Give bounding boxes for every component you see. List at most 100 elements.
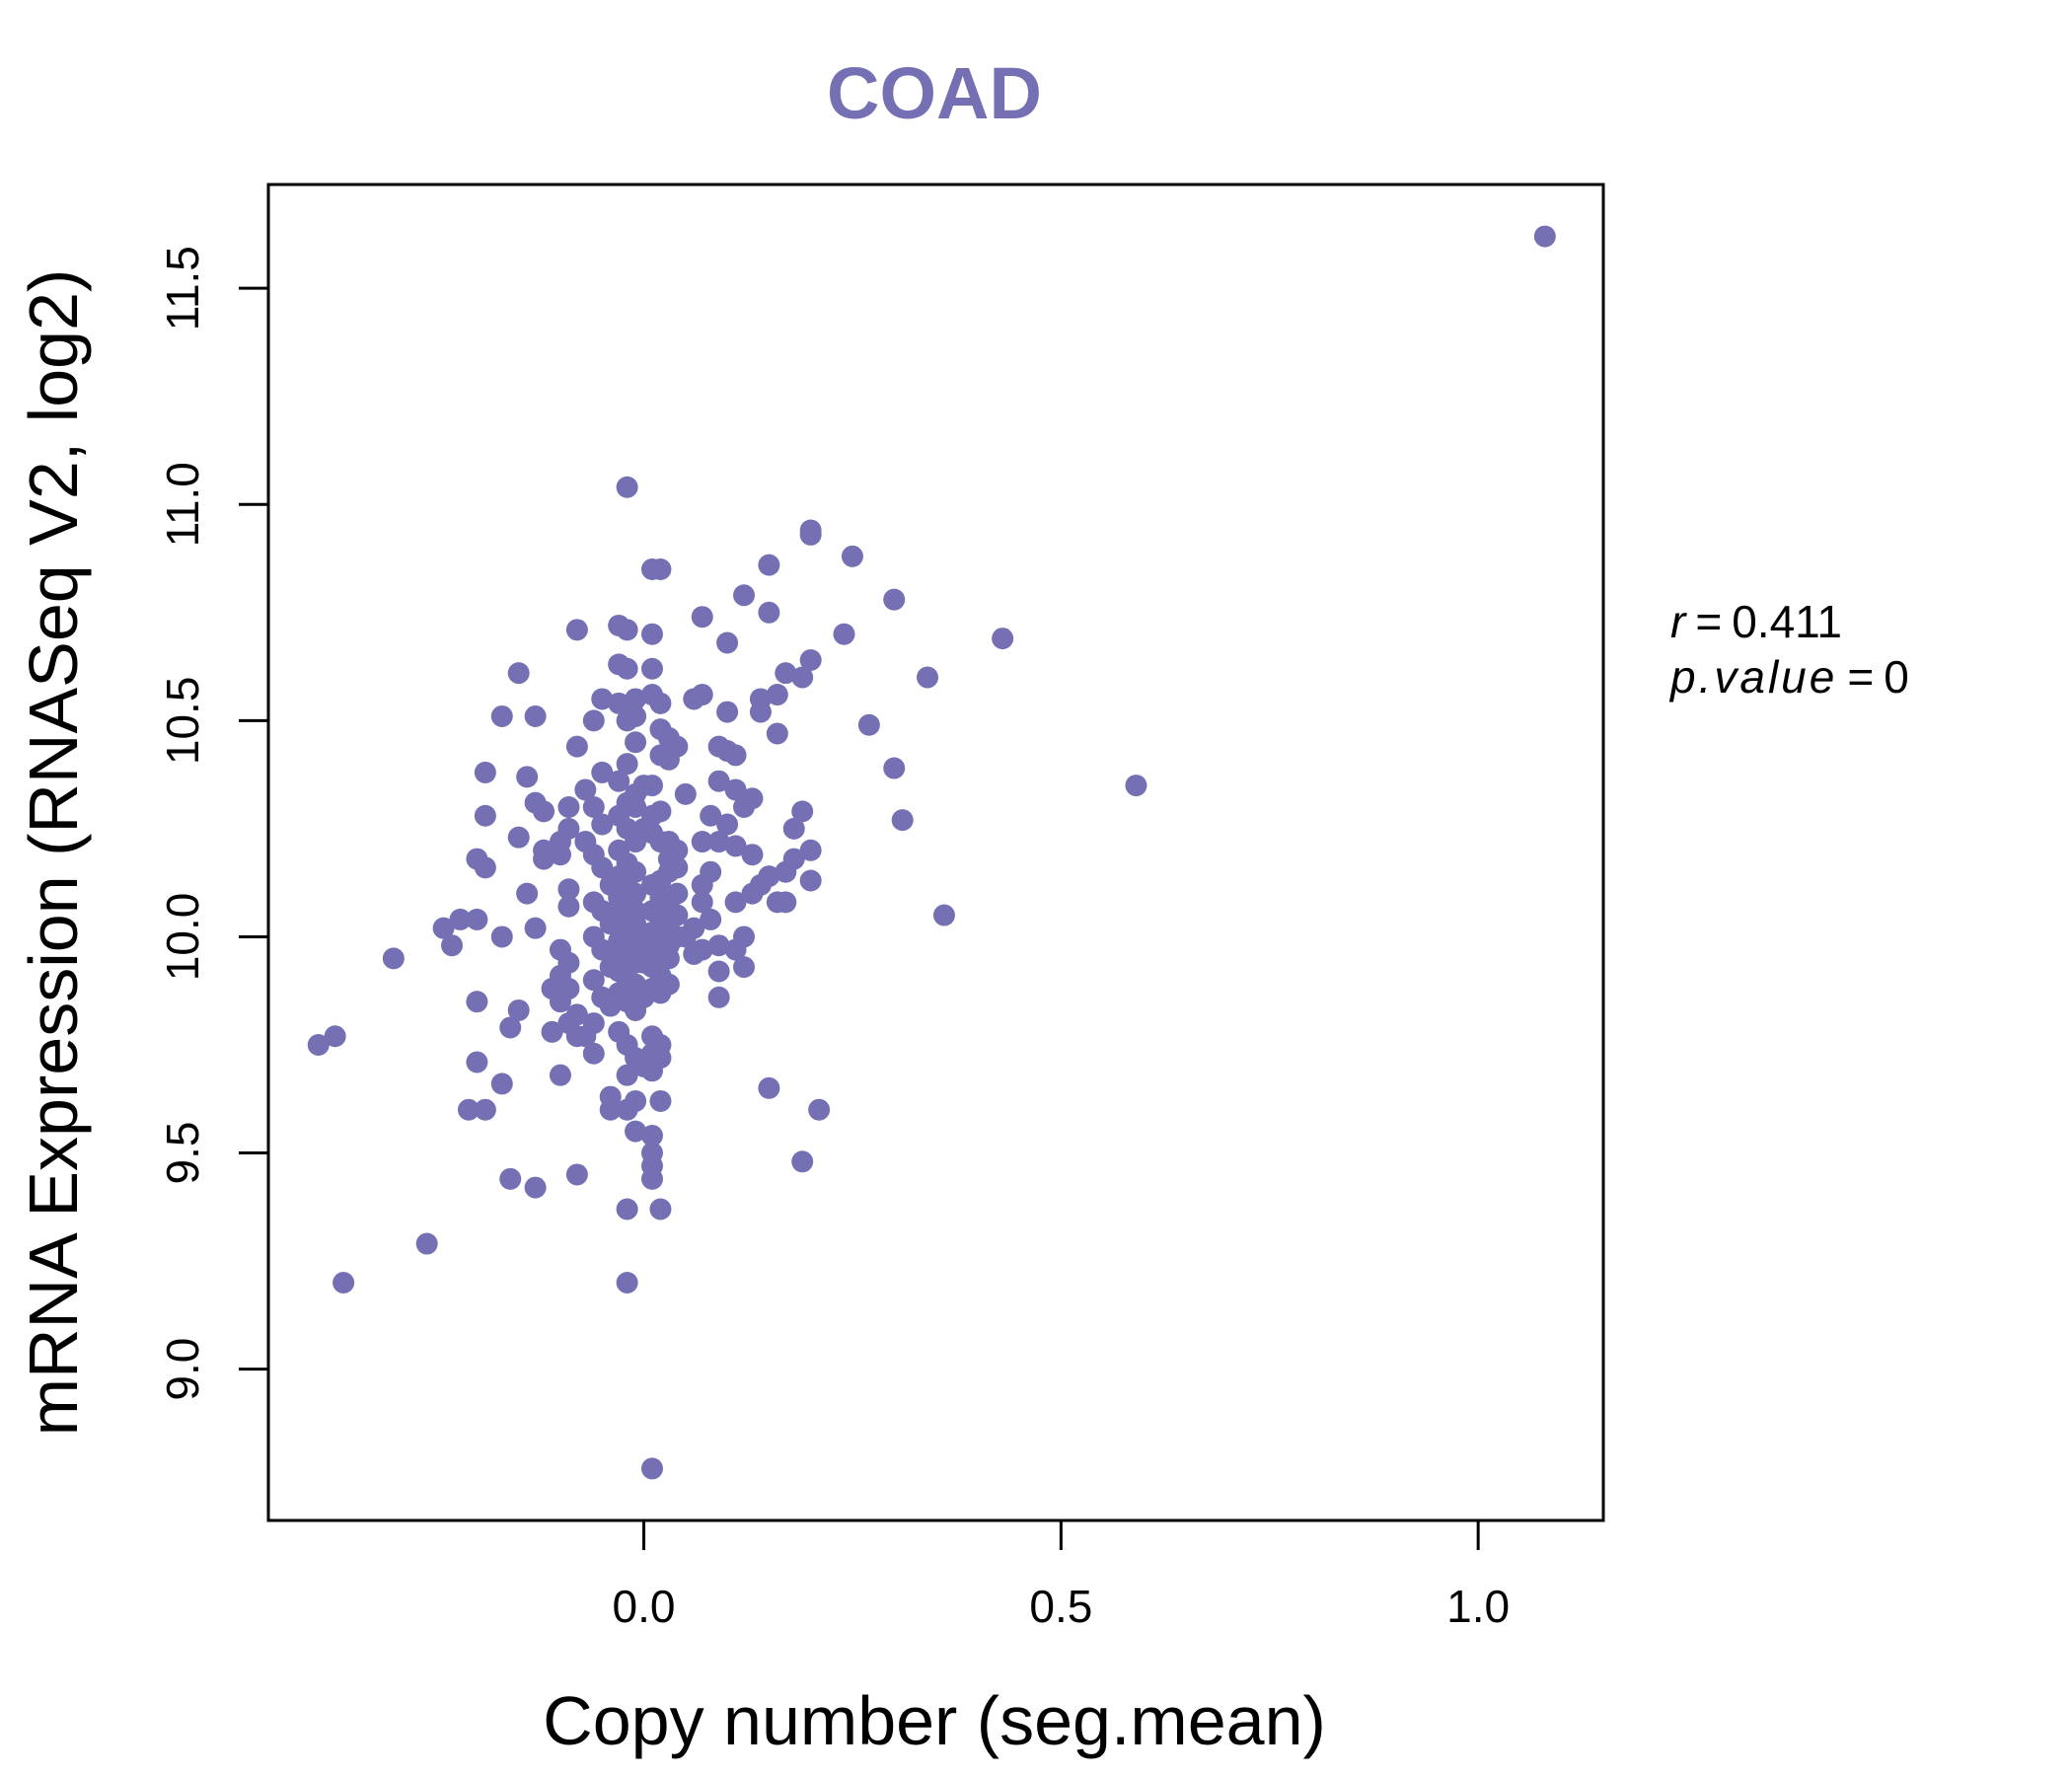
data-point [599,995,622,1017]
data-point [799,869,822,892]
data-point [683,942,705,965]
data-point [749,688,772,710]
data-point [724,835,747,857]
data-point [640,1167,663,1190]
data-point [891,809,914,832]
data-point [507,999,530,1021]
data-point [857,713,880,736]
data-point [707,831,730,853]
data-point [741,844,764,866]
data-point [766,684,788,706]
data-point [441,934,464,957]
data-point [599,956,622,979]
data-point [599,1098,622,1121]
p-annotation: p.value = 0 [1668,651,1909,703]
data-point [640,1060,663,1082]
data-point [608,770,630,792]
data-point [724,891,747,914]
data-point [499,1167,522,1190]
data-point [758,1076,780,1099]
data-point [591,688,614,710]
data-point [582,1042,605,1065]
data-point [324,1025,346,1048]
data-point [524,1176,547,1199]
data-point [625,951,647,974]
data-point [382,947,405,970]
data-point [616,619,638,641]
data-point [649,1089,672,1112]
data-point [691,891,713,914]
x-axis: 0.0 0.5 1.0 [613,1518,1510,1632]
data-point [541,1020,563,1043]
y-tick-label: 10.0 [157,893,208,982]
data-point [565,1025,588,1048]
data-point [490,1073,513,1095]
data-point [917,666,939,689]
data-point [691,873,713,896]
data-point [992,628,1014,650]
data-point [808,1098,831,1121]
data-point [549,844,571,866]
data-point [707,770,730,792]
y-tick-label: 9.0 [157,1338,208,1401]
data-point [557,895,580,918]
data-point [733,956,756,979]
x-axis-title: Copy number (seg.mean) [543,1682,1326,1759]
data-point [474,804,496,827]
data-point [516,766,539,788]
data-point [307,1033,330,1056]
data-point [691,831,713,853]
r-symbol: r [1670,596,1687,647]
data-point [775,662,797,685]
data-point [657,748,680,771]
data-point [466,1051,488,1073]
data-point [582,969,605,992]
data-point [466,908,488,930]
data-point [457,1098,480,1121]
data-point [432,917,455,939]
data-point [557,795,580,818]
y-tick-label: 9.5 [157,1122,208,1185]
data-point [591,761,614,783]
data-point [716,631,739,654]
data-point [507,662,530,685]
data-point [574,778,597,801]
data-point [625,795,647,818]
data-point [549,1064,571,1086]
data-point [657,947,680,970]
data-point [582,709,605,732]
data-point [541,978,563,1000]
data-point [700,908,722,930]
data-point [533,800,555,823]
data-point [625,1047,647,1070]
data-point [782,817,805,840]
r-equals: = [1695,596,1722,647]
data-point [524,917,547,939]
data-point [625,1120,647,1143]
data-point [683,688,705,710]
data-point [724,778,747,801]
data-point [565,1163,588,1186]
data-point [507,826,530,849]
r-value: 0.411 [1732,596,1842,647]
data-point [707,986,730,1008]
data-point [758,554,780,576]
x-tick-label: 0.5 [1029,1581,1092,1632]
data-point [766,891,788,914]
data-point [733,584,756,607]
p-value: 0 [1884,651,1909,703]
data-point [466,991,488,1013]
data-point [616,709,638,732]
data-point [333,1271,355,1294]
data-point [741,882,764,905]
r-annotation: r = 0.411 [1670,596,1842,647]
data-point [932,904,955,926]
x-tick-label: 0.0 [613,1581,676,1632]
data-point [883,588,906,611]
data-point [799,523,822,546]
data-point [833,623,855,645]
data-point [691,606,713,629]
data-point [565,619,588,641]
chart-title: COAD [827,52,1042,134]
data-point [640,1125,663,1147]
